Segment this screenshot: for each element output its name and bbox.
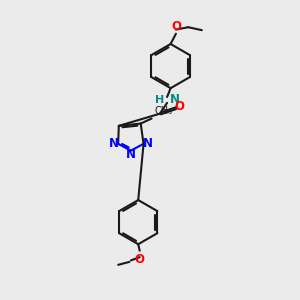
Text: CH₃: CH₃ — [154, 106, 172, 116]
Text: N: N — [169, 93, 179, 106]
Text: O: O — [171, 20, 181, 32]
Text: N: N — [126, 148, 136, 161]
Text: O: O — [174, 100, 184, 113]
Text: H: H — [155, 95, 165, 105]
Text: O: O — [135, 253, 145, 266]
Text: N: N — [109, 137, 119, 150]
Text: N: N — [143, 137, 153, 150]
